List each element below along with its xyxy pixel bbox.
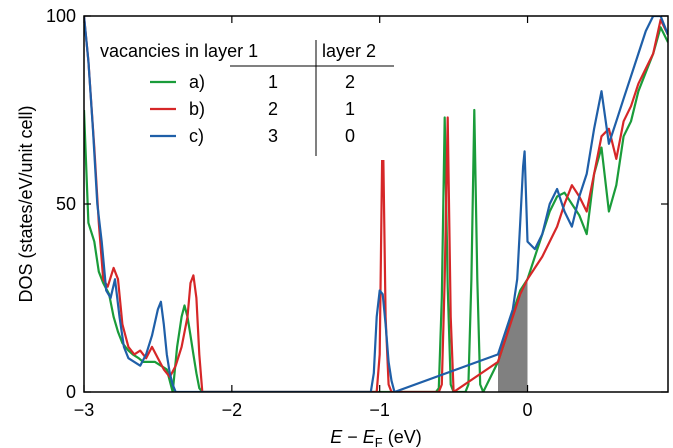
legend-layer1-value-2: 2 xyxy=(268,99,278,119)
x-axis-label-sub: F xyxy=(375,435,383,448)
occupied-states-fill xyxy=(498,279,528,392)
x-tick-label: −1 xyxy=(369,400,390,420)
series-line-2 xyxy=(84,16,668,392)
y-tick-label: 100 xyxy=(46,6,76,26)
x-tick-label: −2 xyxy=(222,400,243,420)
x-axis-label-ef: E xyxy=(363,427,376,447)
series-line-3 xyxy=(84,16,668,392)
y-axis-label: DOS (states/eV/unit cell) xyxy=(16,105,36,302)
x-tick-label: 0 xyxy=(523,400,533,420)
legend-background xyxy=(97,37,397,160)
legend-layer1-value-3: 3 xyxy=(268,126,278,146)
x-axis-label-unit: (eV) xyxy=(383,427,422,447)
x-axis-label: E − EF (eV) xyxy=(330,427,422,448)
x-tick-label: −3 xyxy=(74,400,95,420)
legend-layer2-value-1: 2 xyxy=(345,72,355,92)
legend: vacancies in layer 1 layer 2 a) 1 2 b) 2 1 c) 3… xyxy=(97,37,397,160)
x-axis-label-e: E xyxy=(330,427,343,447)
legend-header-col1: vacancies in layer 1 xyxy=(100,41,258,61)
legend-label-3: c) xyxy=(189,126,204,146)
occupied-states-fill-layer xyxy=(498,279,528,392)
legend-layer2-value-3: 0 xyxy=(345,126,355,146)
legend-label-1: a) xyxy=(189,72,205,92)
series-line-1 xyxy=(84,26,668,392)
legend-layer2-value-2: 1 xyxy=(345,99,355,119)
series-layer xyxy=(84,16,668,392)
legend-layer1-value-1: 1 xyxy=(268,72,278,92)
y-tick-label: 50 xyxy=(56,194,76,214)
legend-header-col2: layer 2 xyxy=(322,41,376,61)
tick-layer: −3 −2 −1 0 0 50 100 xyxy=(46,6,668,420)
y-tick-label: 0 xyxy=(66,382,76,402)
legend-label-2: b) xyxy=(189,99,205,119)
legend-rows: a) 1 2 b) 2 1 c) 3 0 xyxy=(150,72,355,146)
x-axis-label-minus: − xyxy=(342,427,363,447)
